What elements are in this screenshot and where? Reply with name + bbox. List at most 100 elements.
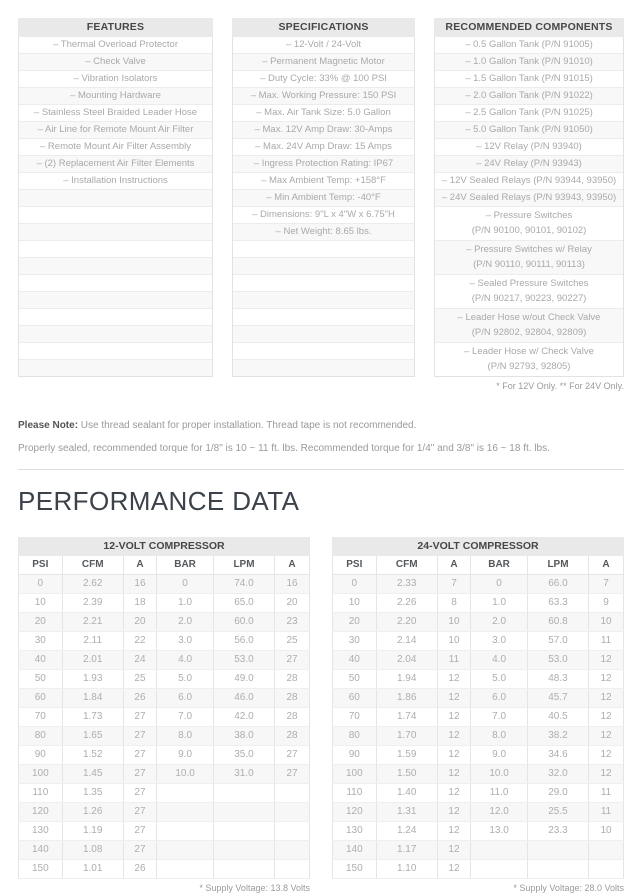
table-row: 20 2.21 20 2.0 60.0 23 — [18, 612, 310, 632]
list-item-text: – Max Ambient Temp: +158°F — [261, 175, 386, 186]
perf-table-12v-title: 12-VOLT COMPRESSOR — [18, 537, 310, 556]
table-row: 40 2.01 24 4.0 53.0 27 — [18, 650, 310, 670]
features-column: FEATURES – Thermal Overload Protector – C… — [18, 18, 213, 377]
table-cell — [274, 783, 310, 803]
list-item: – Pressure Switches w/ Relay (P/N 90110, … — [435, 241, 623, 275]
table-cell: 42.0 — [212, 707, 276, 727]
empty-row — [19, 241, 212, 258]
perf-table-24v-title: 24-VOLT COMPRESSOR — [332, 537, 624, 556]
features-list: – Thermal Overload Protector – Check Valv… — [18, 37, 213, 377]
list-item-text: – Stainless Steel Braided Leader Hose — [33, 107, 198, 118]
table-cell: 2.33 — [375, 574, 438, 594]
table-cell: 35.0 — [212, 745, 276, 765]
table-cell: 11 — [588, 783, 624, 803]
list-item-text: – 1.5 Gallon Tank (P/N 91015) — [465, 73, 593, 84]
table-cell — [156, 783, 214, 803]
table-cell: 12 — [436, 688, 472, 708]
table-cell: 1.74 — [375, 707, 438, 727]
note-line-1-text: Use thread sealant for proper installati… — [78, 420, 417, 431]
table-cell: 40.5 — [526, 707, 590, 727]
table-header-row: PSI CFM A BAR LPM A — [332, 556, 624, 575]
table-cell: 12 — [588, 726, 624, 746]
table-cell — [212, 859, 276, 879]
table-cell: 90 — [332, 745, 377, 765]
table-cell: 20 — [18, 612, 63, 632]
table-row: 30 2.11 22 3.0 56.0 25 — [18, 631, 310, 651]
table-cell: 23.3 — [526, 821, 590, 841]
list-item: – Sealed Pressure Switches (P/N 90217, 90… — [435, 275, 623, 309]
table-cell: 10.0 — [470, 764, 528, 784]
note-label: Please Note: — [18, 420, 79, 431]
table-cell: 60 — [18, 688, 63, 708]
table-cell: 27 — [274, 745, 310, 765]
table-cell: 12.0 — [470, 802, 528, 822]
table-row: 60 1.86 12 6.0 45.7 12 — [332, 688, 624, 708]
table-cell: 12 — [436, 669, 472, 689]
table-cell: 12 — [588, 669, 624, 689]
table-cell: 11 — [588, 802, 624, 822]
list-item-part-number: (P/N 92802, 92804, 92809) — [471, 327, 587, 338]
table-cell: 12 — [588, 707, 624, 727]
table-cell: 1.0 — [470, 593, 528, 613]
list-item-text: – Sealed Pressure Switches — [469, 278, 589, 289]
recommended-components-list: – 0.5 Gallon Tank (P/N 91005) – 1.0 Gallo… — [434, 37, 624, 377]
table-cell: 28 — [274, 688, 310, 708]
list-item: – Max. 24V Amp Draw: 15 Amps — [233, 139, 414, 156]
table-cell: 25 — [122, 669, 158, 689]
column-header: CFM — [61, 556, 124, 575]
table-cell: 56.0 — [212, 631, 276, 651]
list-item: – 24V Relay (P/N 93943) — [435, 156, 623, 173]
list-item-text: – Leader Hose w/out Check Valve — [457, 312, 601, 323]
table-cell: 27 — [122, 707, 158, 727]
column-header: PSI — [18, 556, 63, 575]
table-cell: 80 — [332, 726, 377, 746]
list-item-text: – 24V Sealed Relays (P/N 93943, 93950) — [441, 192, 617, 203]
list-item: – 1.5 Gallon Tank (P/N 91015) — [435, 71, 623, 88]
table-cell: 1.70 — [375, 726, 438, 746]
table-cell: 1.50 — [375, 764, 438, 784]
table-cell: 53.0 — [212, 650, 276, 670]
empty-row — [19, 309, 212, 326]
table-row: 140 1.08 27 — [18, 840, 310, 860]
table-cell — [156, 802, 214, 822]
components-footnote: * For 12V Only. ** For 24V Only. — [496, 381, 624, 391]
empty-row — [19, 275, 212, 292]
list-item: – Ingress Protection Rating: IP67 — [233, 156, 414, 173]
install-notes: Please Note: Use thread sealant for prop… — [18, 419, 624, 455]
table-cell: 1.73 — [61, 707, 124, 727]
column-header: BAR — [156, 556, 214, 575]
info-columns: FEATURES – Thermal Overload Protector – C… — [18, 18, 624, 391]
table-cell: 70 — [332, 707, 377, 727]
list-item: – Thermal Overload Protector — [19, 37, 212, 54]
table-cell: 57.0 — [526, 631, 590, 651]
table-row: 50 1.94 12 5.0 48.3 12 — [332, 669, 624, 689]
table-row: 110 1.40 12 11.0 29.0 11 — [332, 783, 624, 803]
table-cell: 20 — [332, 612, 377, 632]
column-header: LPM — [212, 556, 276, 575]
perf-table-24v-grid: PSI CFM A BAR LPM A 0 2.33 7 0 66.0 7 10 2.26 8 1.0 63.3… — [332, 556, 624, 879]
table-cell — [212, 821, 276, 841]
table-cell: 140 — [332, 840, 377, 860]
column-header: A — [274, 556, 310, 575]
table-cell: 1.26 — [61, 802, 124, 822]
table-cell: 12 — [436, 764, 472, 784]
table-cell: 1.17 — [375, 840, 438, 860]
list-item-text: – 2.5 Gallon Tank (P/N 91025) — [465, 107, 593, 118]
table-row: 140 1.17 12 — [332, 840, 624, 860]
table-cell: 27 — [274, 650, 310, 670]
table-row: 30 2.14 10 3.0 57.0 11 — [332, 631, 624, 651]
table-header-row: PSI CFM A BAR LPM A — [18, 556, 310, 575]
list-item-text: – Air Line for Remote Mount Air Filter — [37, 124, 194, 135]
table-cell — [588, 840, 624, 860]
table-cell: 2.14 — [375, 631, 438, 651]
list-item-text: – Duty Cycle: 33% @ 100 PSI — [260, 73, 387, 84]
recommended-components-column: RECOMMENDED COMPONENTS – 0.5 Gallon Tank… — [434, 18, 624, 391]
table-cell: 12 — [436, 707, 472, 727]
list-item-text: – Pressure Switches — [485, 210, 573, 221]
table-cell: 2.0 — [470, 612, 528, 632]
table-cell — [156, 821, 214, 841]
list-item: – Remote Mount Air Filter Assembly — [19, 139, 212, 156]
table-cell: 5.0 — [156, 669, 214, 689]
table-cell: 74.0 — [212, 574, 276, 594]
table-cell: 34.6 — [526, 745, 590, 765]
